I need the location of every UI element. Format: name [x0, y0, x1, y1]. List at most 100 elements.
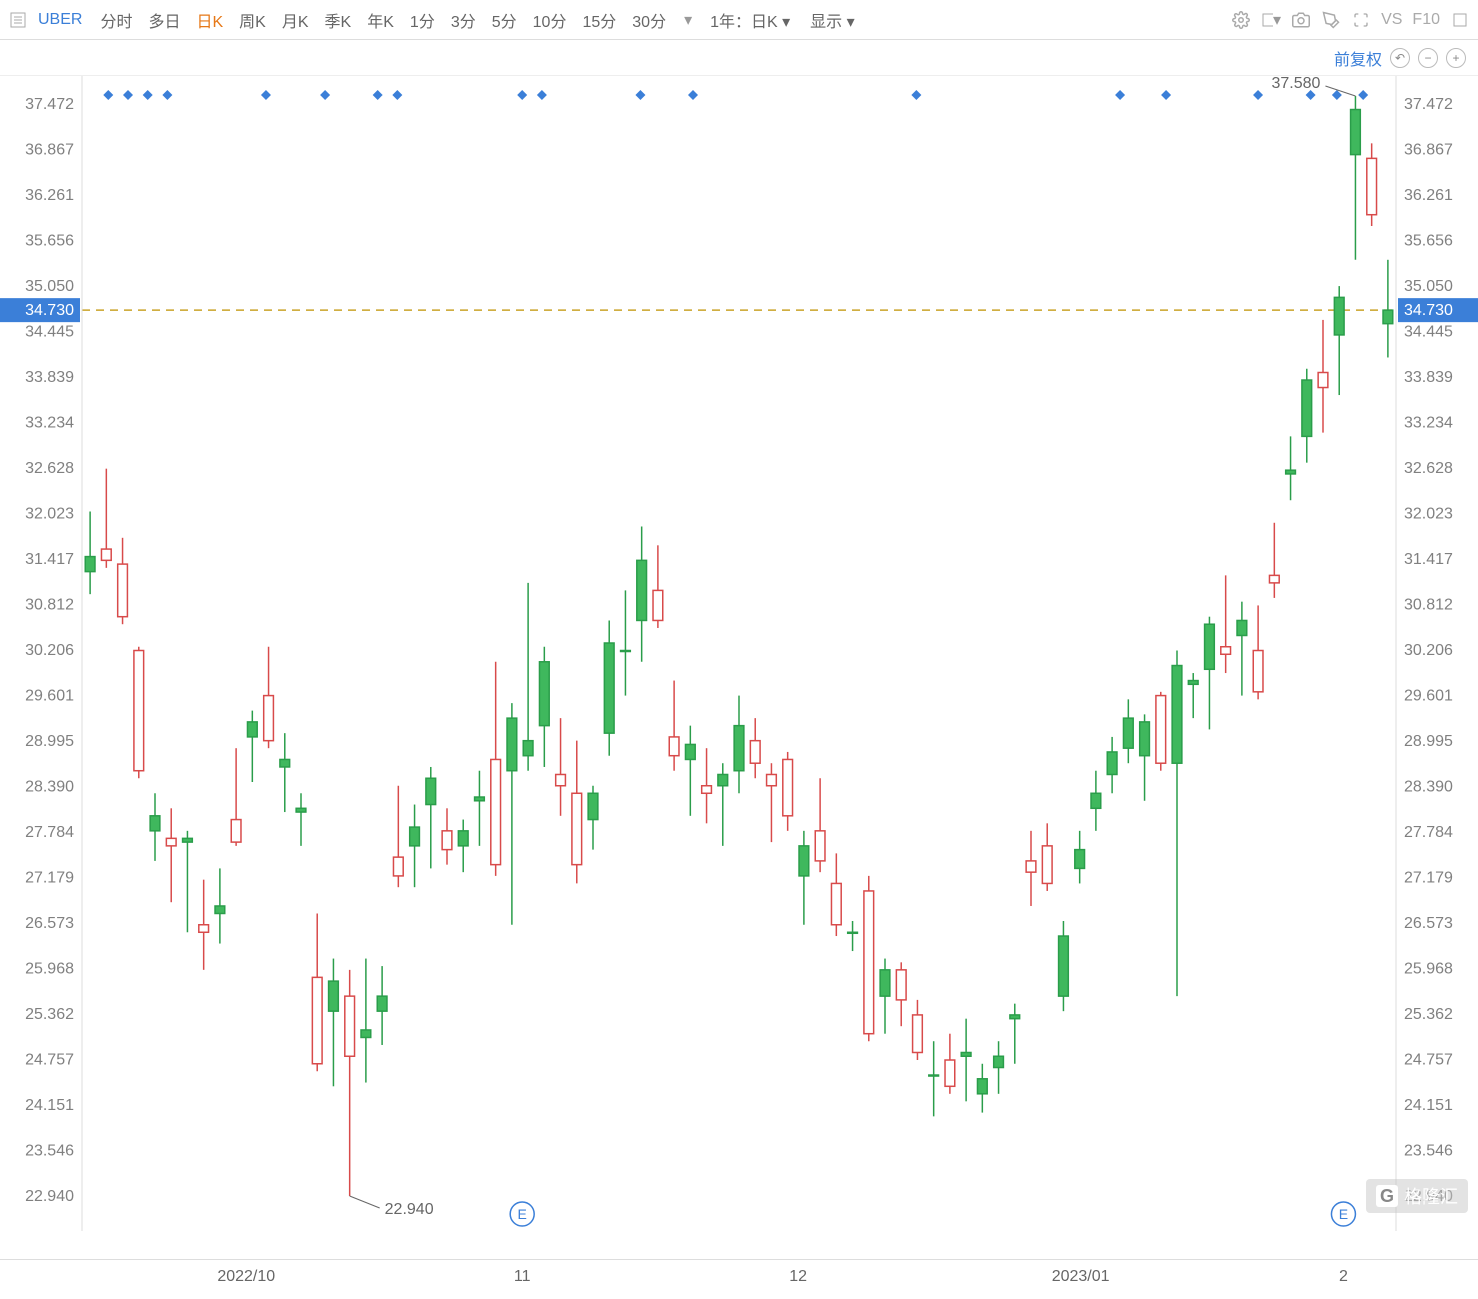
subbar: 前复权 ↶ − +	[0, 40, 1478, 76]
svg-text:28.995: 28.995	[25, 733, 74, 750]
svg-text:30.206: 30.206	[25, 642, 74, 659]
svg-text:35.050: 35.050	[1404, 278, 1453, 295]
svg-text:35.656: 35.656	[1404, 233, 1453, 250]
display-label: 显示	[810, 14, 842, 31]
candlestick-chart: 22.940 22.940 23.546 23.546 24.151 24.151 24.7…	[0, 76, 1478, 1259]
svg-text:28.390: 28.390	[1404, 779, 1453, 796]
svg-text:23.546: 23.546	[25, 1142, 74, 1159]
watermark-icon: G	[1376, 1185, 1398, 1207]
rect-icon[interactable]: ▾	[1261, 10, 1281, 30]
svg-text:27.784: 27.784	[1404, 824, 1453, 841]
svg-text:25.362: 25.362	[25, 1006, 74, 1023]
camera-icon[interactable]	[1291, 10, 1311, 30]
svg-text:28.390: 28.390	[25, 779, 74, 796]
svg-text:34.730: 34.730	[1404, 302, 1453, 319]
svg-text:32.023: 32.023	[1404, 506, 1453, 523]
svg-text:30.812: 30.812	[25, 597, 74, 614]
svg-text:30.206: 30.206	[1404, 642, 1453, 659]
svg-text:E: E	[518, 1206, 527, 1222]
timeframe-1分[interactable]: 1分	[402, 4, 443, 36]
svg-text:37.580: 37.580	[1272, 76, 1321, 92]
svg-text:24.757: 24.757	[1404, 1051, 1453, 1068]
svg-text:34.445: 34.445	[25, 324, 74, 341]
svg-text:32.628: 32.628	[1404, 460, 1453, 477]
svg-text:37.472: 37.472	[25, 96, 74, 113]
svg-text:E: E	[1339, 1206, 1348, 1222]
timeframe-3分[interactable]: 3分	[443, 4, 484, 36]
x-axis-label: 11	[514, 1268, 531, 1286]
timeframe-多日[interactable]: 多日	[140, 4, 188, 36]
svg-text:36.867: 36.867	[1404, 142, 1453, 159]
x-axis: 2022/1011122023/012	[0, 1259, 1478, 1299]
svg-text:37.472: 37.472	[1404, 96, 1453, 113]
svg-text:34.730: 34.730	[25, 302, 74, 319]
svg-text:27.179: 27.179	[1404, 869, 1453, 886]
svg-text:28.995: 28.995	[1404, 733, 1453, 750]
svg-text:33.839: 33.839	[25, 369, 74, 386]
svg-text:22.940: 22.940	[385, 1201, 434, 1218]
x-axis-label: 12	[789, 1268, 807, 1286]
svg-text:27.784: 27.784	[25, 824, 74, 841]
svg-text:32.023: 32.023	[25, 506, 74, 523]
svg-text:36.261: 36.261	[1404, 187, 1453, 204]
svg-text:35.050: 35.050	[25, 278, 74, 295]
svg-text:24.151: 24.151	[1404, 1097, 1453, 1114]
chevron-down-icon[interactable]: ▾	[678, 10, 698, 30]
svg-text:33.839: 33.839	[1404, 369, 1453, 386]
svg-text:27.179: 27.179	[25, 869, 74, 886]
svg-text:32.628: 32.628	[25, 460, 74, 477]
ticker-symbol[interactable]: UBER	[38, 11, 82, 29]
f10-button[interactable]: F10	[1412, 11, 1440, 29]
svg-text:25.968: 25.968	[25, 960, 74, 977]
svg-text:22.940: 22.940	[25, 1188, 74, 1205]
svg-text:36.867: 36.867	[25, 142, 74, 159]
x-axis-label: 2023/01	[1052, 1268, 1110, 1286]
timeframe-日K[interactable]: 日K	[188, 4, 231, 36]
svg-text:24.757: 24.757	[25, 1051, 74, 1068]
timeframe-tabs: 分时多日日K周K月K季K年K1分3分5分10分15分30分	[92, 4, 674, 36]
svg-text:24.151: 24.151	[25, 1097, 74, 1114]
svg-text:36.261: 36.261	[25, 187, 74, 204]
svg-text:23.546: 23.546	[1404, 1142, 1453, 1159]
chart-area[interactable]: 22.940 22.940 23.546 23.546 24.151 24.151 24.7…	[0, 76, 1478, 1259]
timeframe-5分[interactable]: 5分	[484, 4, 525, 36]
undo-icon[interactable]: ↶	[1390, 48, 1410, 68]
svg-text:26.573: 26.573	[1404, 915, 1453, 932]
svg-text:31.417: 31.417	[25, 551, 74, 568]
svg-text:26.573: 26.573	[25, 915, 74, 932]
square-icon[interactable]	[1450, 10, 1470, 30]
plus-icon[interactable]: +	[1446, 48, 1466, 68]
svg-text:34.445: 34.445	[1404, 324, 1453, 341]
svg-text:31.417: 31.417	[1404, 551, 1453, 568]
svg-text:35.656: 35.656	[25, 233, 74, 250]
toolbar: UBER 分时多日日K周K月K季K年K1分3分5分10分15分30分 ▾ 1年：…	[0, 0, 1478, 40]
minus-icon[interactable]: −	[1418, 48, 1438, 68]
range-selector[interactable]: 1年：日K ▾	[702, 4, 798, 36]
toolbar-tools: ▾ VS F10	[1231, 10, 1470, 30]
timeframe-月K[interactable]: 月K	[274, 4, 317, 36]
display-toggle[interactable]: 显示 ▾	[802, 4, 863, 36]
timeframe-15分[interactable]: 15分	[574, 4, 624, 36]
price-adjustment[interactable]: 前复权	[1334, 46, 1382, 70]
timeframe-周K[interactable]: 周K	[231, 4, 274, 36]
range-selector-label: 1年：日K	[710, 14, 778, 31]
menu-icon[interactable]	[8, 10, 28, 30]
watermark: G 格隆汇	[1366, 1179, 1468, 1213]
vs-button[interactable]: VS	[1381, 11, 1402, 29]
svg-text:29.601: 29.601	[1404, 688, 1453, 705]
timeframe-10分[interactable]: 10分	[525, 4, 575, 36]
timeframe-年K[interactable]: 年K	[359, 4, 402, 36]
svg-text:25.968: 25.968	[1404, 960, 1453, 977]
svg-text:33.234: 33.234	[1404, 415, 1453, 432]
fullscreen-icon[interactable]	[1351, 10, 1371, 30]
draw-icon[interactable]	[1321, 10, 1341, 30]
svg-text:25.362: 25.362	[1404, 1006, 1453, 1023]
timeframe-季K[interactable]: 季K	[317, 4, 360, 36]
timeframe-30分[interactable]: 30分	[624, 4, 674, 36]
gear-icon[interactable]	[1231, 10, 1251, 30]
svg-text:33.234: 33.234	[25, 415, 74, 432]
watermark-text: 格隆汇	[1404, 1183, 1458, 1209]
timeframe-分时[interactable]: 分时	[92, 4, 140, 36]
x-axis-label: 2022/10	[217, 1268, 275, 1286]
svg-text:29.601: 29.601	[25, 688, 74, 705]
